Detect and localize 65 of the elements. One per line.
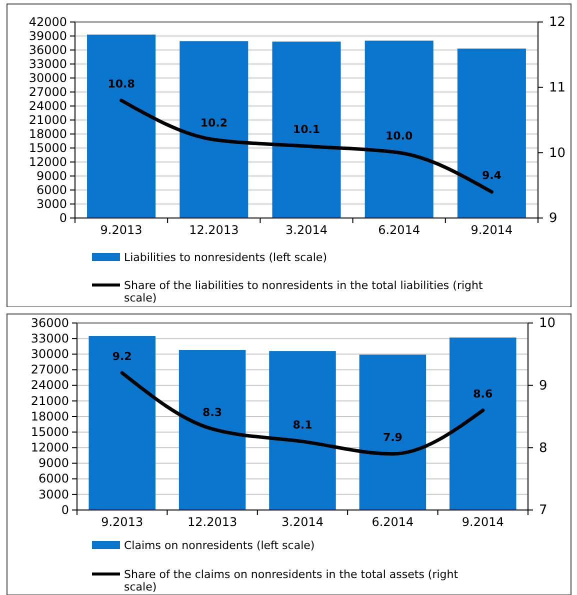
data-label: 9.4	[482, 168, 502, 182]
data-label: 10.1	[292, 123, 320, 136]
legend-label: Share of the claims on nonresidents in the total assets (right scale)	[124, 568, 459, 594]
y-tick-label: 12000	[30, 440, 69, 455]
y-tick-label: 42000	[28, 14, 67, 29]
data-label: 10.0	[386, 130, 414, 143]
y-tick-label: 15000	[28, 140, 67, 155]
data-label: 8.6	[473, 387, 493, 400]
y-tick-label: 18000	[28, 126, 67, 141]
y-tick-label: 27000	[30, 362, 69, 377]
legend-label: Liabilities to nonresidents (left scale)	[124, 251, 327, 264]
data-label: 10.8	[108, 77, 135, 90]
y-tick-label: 6000	[38, 472, 69, 486]
bar	[364, 40, 434, 218]
x-tick-label: 9.2014	[470, 223, 513, 238]
y-tick-label: 39000	[28, 28, 67, 43]
y-tick-label: 0	[61, 502, 69, 517]
bar	[180, 41, 248, 218]
y2-tick-label: 8	[539, 440, 548, 456]
bar	[272, 42, 341, 218]
y-tick-label: 9000	[36, 168, 67, 183]
y-tick-label: 15000	[30, 424, 69, 439]
y-tick-label: 30000	[30, 347, 69, 362]
x-tick-label: 6.2014	[372, 515, 414, 530]
y-tick-label: 36000	[30, 316, 69, 330]
legend-label: Claims on nonresidents (left scale)	[124, 539, 315, 552]
y2-tick-label: 12	[549, 15, 566, 30]
x-tick-label: 3.2014	[282, 515, 324, 530]
y-tick-label: 33000	[28, 56, 67, 71]
y-tick-label: 12000	[28, 154, 67, 169]
legend-label: Share of the liabilities to nonresidents in the total liabilities (right scale)	[124, 279, 484, 305]
y2-tick-label: 9	[549, 211, 558, 226]
data-label: 7.9	[382, 430, 402, 444]
y-tick-label: 21000	[28, 112, 67, 127]
y-tick-label: 6000	[36, 182, 67, 197]
y2-tick-label: 9	[539, 378, 548, 394]
y-tick-label: 18000	[30, 409, 69, 424]
x-tick-label: 12.2013	[187, 515, 238, 530]
y-tick-label: 24000	[28, 98, 67, 113]
bar	[457, 48, 526, 218]
x-tick-label: 9.2014	[462, 515, 504, 530]
y2-tick-label: 7	[539, 503, 548, 518]
x-tick-label: 9.2013	[101, 515, 144, 530]
y-tick-label: 3000	[36, 196, 67, 211]
data-label: 8.1	[292, 418, 312, 432]
y-tick-label: 21000	[30, 394, 69, 408]
y2-tick-label: 10	[549, 146, 566, 161]
y2-tick-label: 10	[539, 316, 556, 332]
data-label: 8.3	[202, 406, 222, 419]
y2-tick-label: 11	[549, 80, 566, 96]
x-tick-label: 3.2014	[286, 223, 328, 238]
data-label: 10.2	[200, 116, 228, 130]
data-label: 9.2	[112, 350, 132, 363]
y-tick-label: 30000	[28, 70, 67, 85]
y-tick-label: 9000	[38, 456, 69, 470]
x-tick-label: 12.2013	[189, 223, 239, 238]
x-tick-label: 6.2014	[378, 223, 420, 238]
y-tick-label: 27000	[28, 84, 67, 99]
y-tick-label: 0	[59, 210, 67, 225]
y-tick-label: 33000	[30, 331, 69, 346]
y-tick-label: 24000	[30, 378, 69, 392]
y-tick-label: 36000	[28, 42, 67, 57]
x-tick-label: 9.2013	[100, 223, 142, 238]
bar	[87, 34, 156, 218]
y-tick-label: 3000	[38, 487, 69, 502]
